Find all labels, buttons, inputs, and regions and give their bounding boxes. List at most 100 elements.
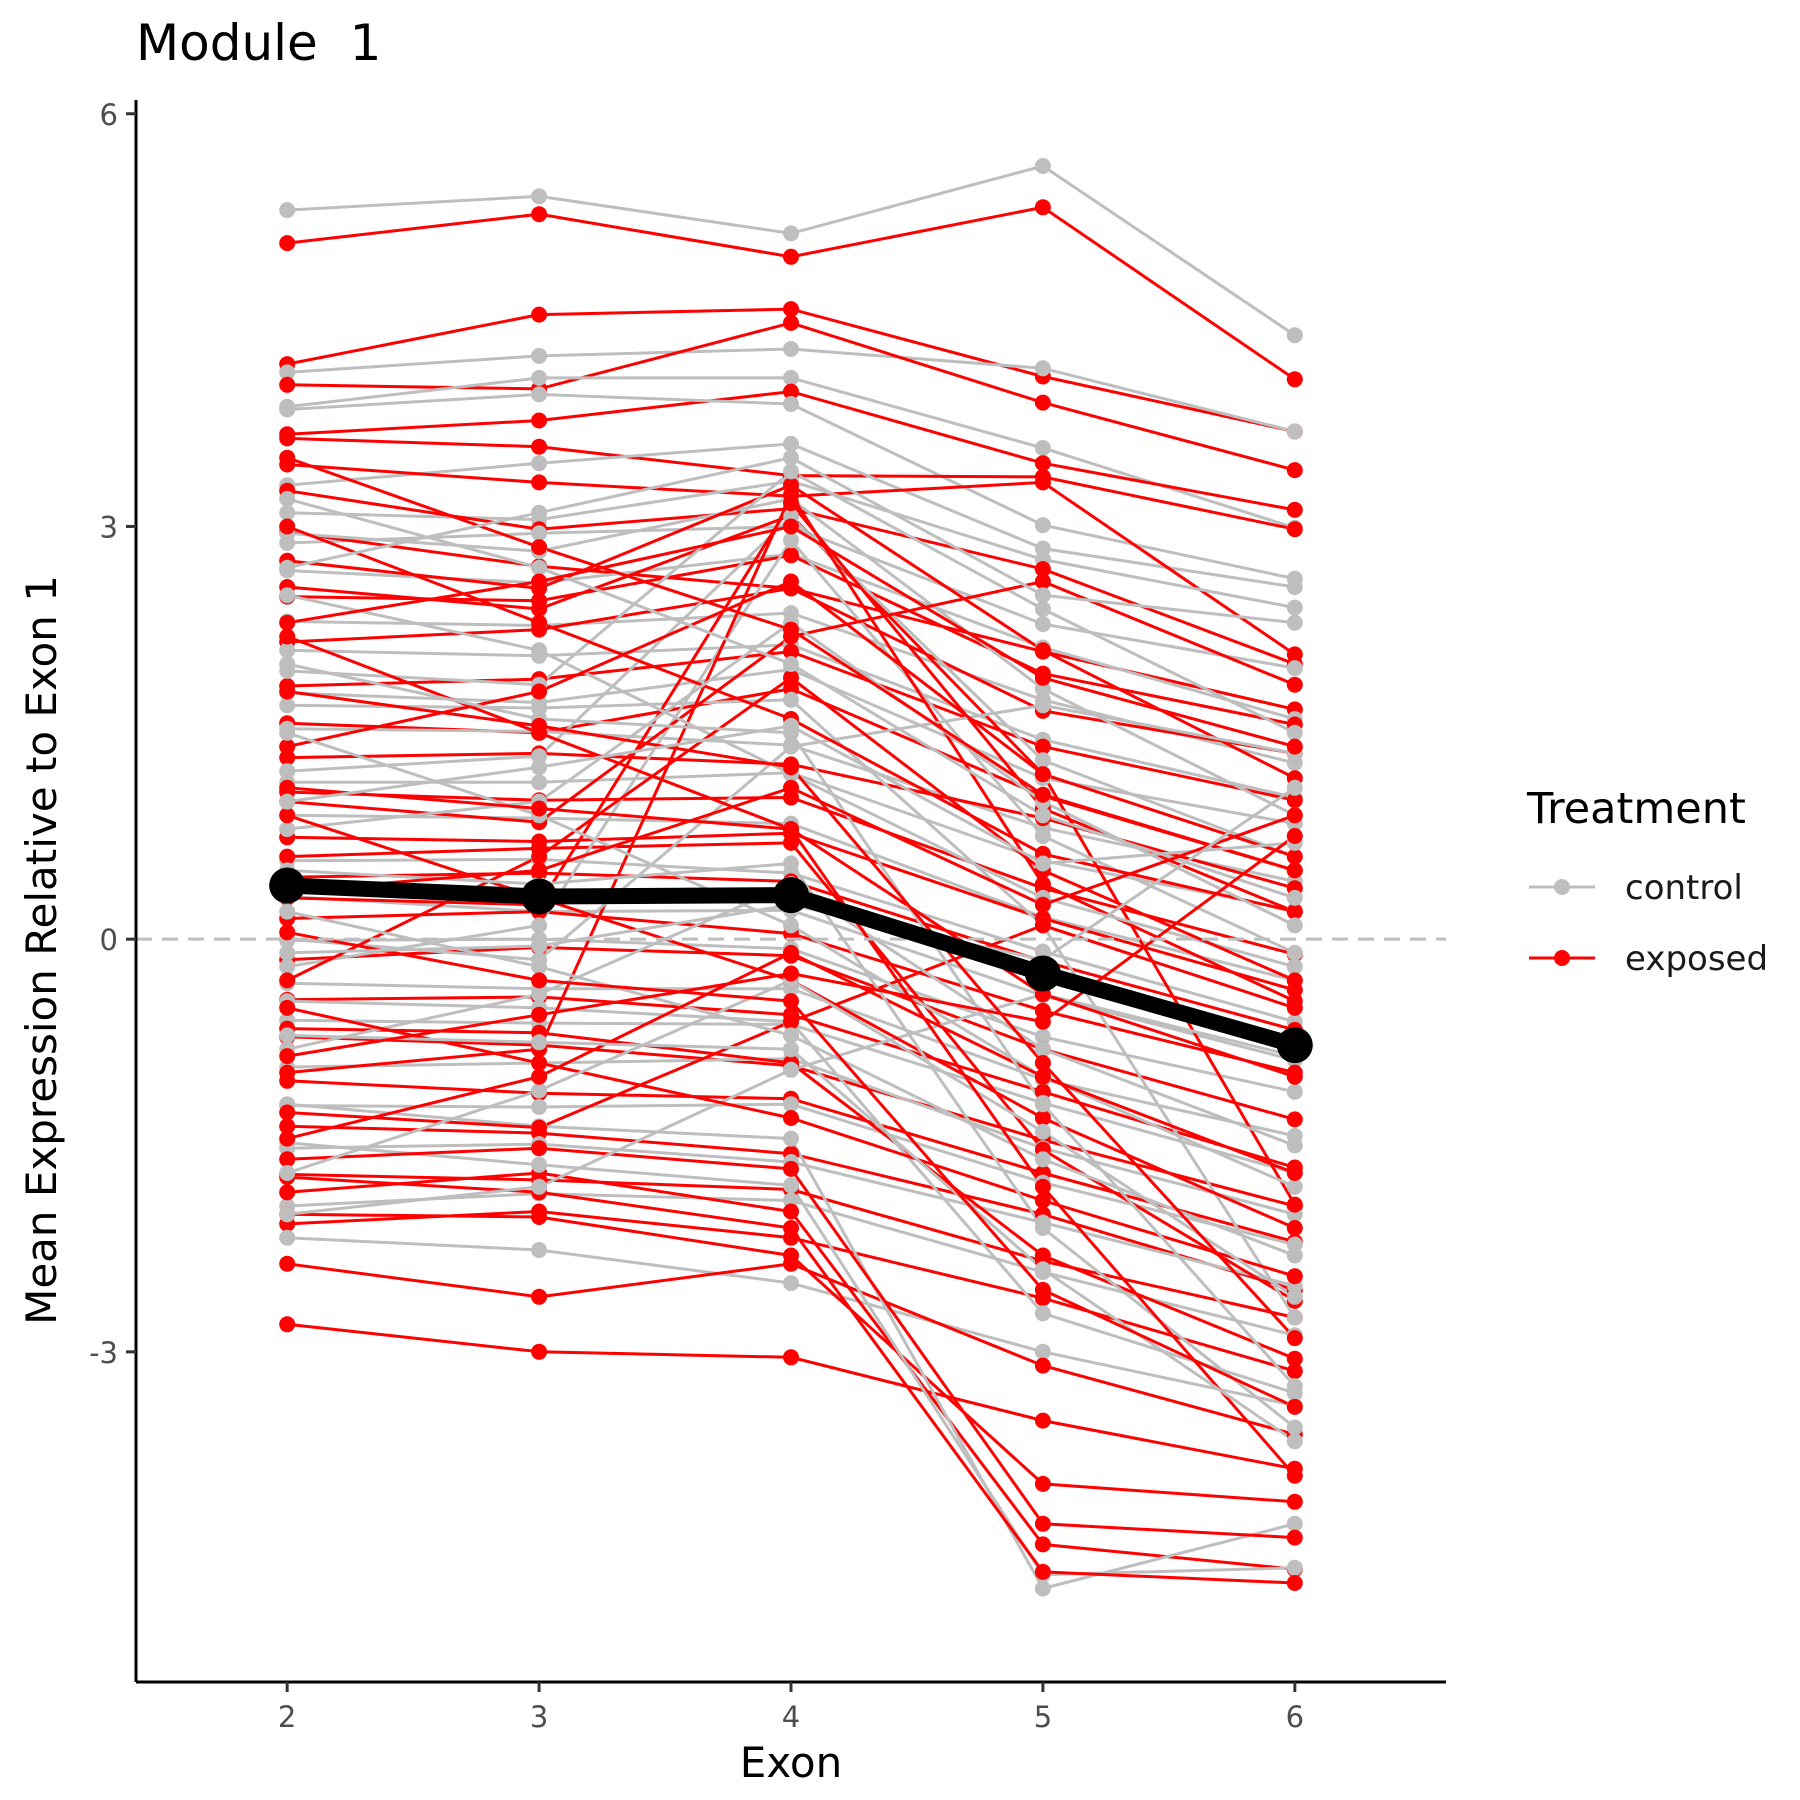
data-point-control bbox=[279, 793, 296, 810]
data-point-control bbox=[531, 1099, 548, 1115]
x-tick-label: 3 bbox=[530, 1700, 548, 1734]
data-point-control bbox=[531, 986, 548, 1003]
mean-point bbox=[521, 878, 558, 915]
data-point-exposed bbox=[1034, 896, 1051, 913]
data-point-control bbox=[1034, 1220, 1051, 1236]
data-point-control bbox=[1286, 660, 1303, 677]
data-point-exposed bbox=[279, 1255, 296, 1272]
data-point-exposed bbox=[783, 573, 799, 590]
data-point-exposed bbox=[1286, 828, 1303, 844]
data-point-control bbox=[531, 938, 548, 954]
data-point-control bbox=[531, 455, 548, 472]
data-point-control bbox=[1286, 889, 1303, 906]
data-point-control bbox=[531, 642, 548, 659]
data-point-exposed bbox=[279, 235, 296, 252]
legend-key-exposed bbox=[1529, 950, 1595, 966]
y-tick-label: 0 bbox=[100, 923, 118, 957]
data-point-control bbox=[1286, 1309, 1303, 1326]
data-point-control bbox=[1034, 517, 1051, 534]
legend-title: Treatment bbox=[1527, 784, 1746, 834]
data-point-control bbox=[531, 386, 548, 403]
data-point-control bbox=[1034, 1151, 1051, 1168]
data-point-exposed bbox=[1034, 561, 1051, 578]
legend-label-control: control bbox=[1625, 868, 1743, 908]
data-point-control bbox=[279, 364, 296, 381]
data-point-exposed bbox=[783, 944, 799, 961]
data-point-control bbox=[1286, 579, 1303, 595]
data-point-exposed bbox=[531, 1288, 548, 1305]
data-point-control bbox=[783, 917, 799, 934]
data-point-exposed bbox=[1034, 1178, 1051, 1195]
data-point-exposed bbox=[1034, 1357, 1051, 1374]
data-point-control bbox=[1034, 1041, 1051, 1058]
data-point-exposed bbox=[783, 1013, 799, 1030]
data-point-exposed bbox=[1034, 1475, 1051, 1492]
data-point-control bbox=[783, 738, 799, 755]
data-point-exposed bbox=[1034, 394, 1051, 411]
data-point-control bbox=[783, 225, 799, 242]
data-point-exposed bbox=[1034, 1013, 1051, 1030]
data-point-exposed bbox=[1286, 1350, 1303, 1367]
data-point-exposed bbox=[279, 683, 296, 700]
data-point-exposed bbox=[1034, 199, 1051, 216]
data-point-exposed bbox=[783, 248, 799, 265]
data-point-control bbox=[783, 435, 799, 452]
data-point-exposed bbox=[279, 807, 296, 824]
data-point-control bbox=[1034, 360, 1051, 377]
data-point-control bbox=[1286, 958, 1303, 975]
data-point-exposed bbox=[1034, 455, 1051, 472]
data-point-control bbox=[783, 1027, 799, 1044]
data-point-exposed bbox=[531, 972, 548, 989]
y-tick-label: -3 bbox=[89, 1336, 118, 1370]
data-point-exposed bbox=[531, 683, 548, 700]
data-point-control bbox=[1286, 779, 1303, 796]
data-point-exposed bbox=[1034, 786, 1051, 803]
data-point-control bbox=[279, 944, 296, 961]
data-point-control bbox=[1034, 1096, 1051, 1113]
data-point-control bbox=[783, 656, 799, 672]
data-point-exposed bbox=[783, 834, 799, 851]
data-point-exposed bbox=[783, 1247, 799, 1264]
data-point-exposed bbox=[783, 643, 799, 660]
data-point-exposed bbox=[279, 614, 296, 631]
data-point-control bbox=[531, 525, 548, 542]
data-point-exposed bbox=[1286, 1196, 1303, 1213]
y-axis-label: Mean Expression Relative to Exon 1 bbox=[17, 575, 66, 1325]
data-point-control bbox=[783, 717, 799, 734]
data-point-exposed bbox=[783, 301, 799, 318]
data-point-exposed bbox=[279, 749, 296, 766]
data-point-exposed bbox=[783, 547, 799, 564]
data-point-control bbox=[783, 449, 799, 466]
data-point-control bbox=[1286, 614, 1303, 631]
data-point-exposed bbox=[1286, 1398, 1303, 1415]
data-point-control bbox=[1286, 1236, 1303, 1253]
data-point-exposed bbox=[531, 1140, 548, 1157]
data-point-control bbox=[279, 724, 296, 741]
data-point-control bbox=[1286, 1178, 1303, 1195]
legend-key-control bbox=[1529, 879, 1595, 895]
mean-point bbox=[1276, 1027, 1313, 1064]
data-point-control bbox=[1034, 855, 1051, 872]
data-point-control bbox=[279, 401, 296, 418]
data-point-control bbox=[1034, 828, 1051, 844]
data-point-control bbox=[279, 1027, 296, 1044]
data-point-exposed bbox=[279, 1316, 296, 1333]
data-point-control bbox=[1286, 1559, 1303, 1576]
data-point-control bbox=[1034, 540, 1051, 557]
data-point-exposed bbox=[279, 924, 296, 941]
data-point-exposed bbox=[783, 993, 799, 1010]
y-tick-label: 3 bbox=[100, 510, 118, 544]
data-point-control bbox=[783, 1177, 799, 1194]
data-point-control bbox=[279, 821, 296, 838]
data-point-control bbox=[783, 396, 799, 412]
data-point-exposed bbox=[279, 1104, 296, 1121]
data-point-control bbox=[1034, 680, 1051, 697]
data-point-exposed bbox=[531, 539, 548, 556]
data-point-exposed bbox=[1286, 903, 1303, 920]
data-point-exposed bbox=[1286, 1111, 1303, 1128]
data-point-exposed bbox=[783, 821, 799, 838]
data-point-control bbox=[1034, 697, 1051, 714]
data-point-exposed bbox=[1034, 1083, 1051, 1100]
data-point-control bbox=[783, 1096, 799, 1113]
data-point-exposed bbox=[783, 779, 799, 796]
